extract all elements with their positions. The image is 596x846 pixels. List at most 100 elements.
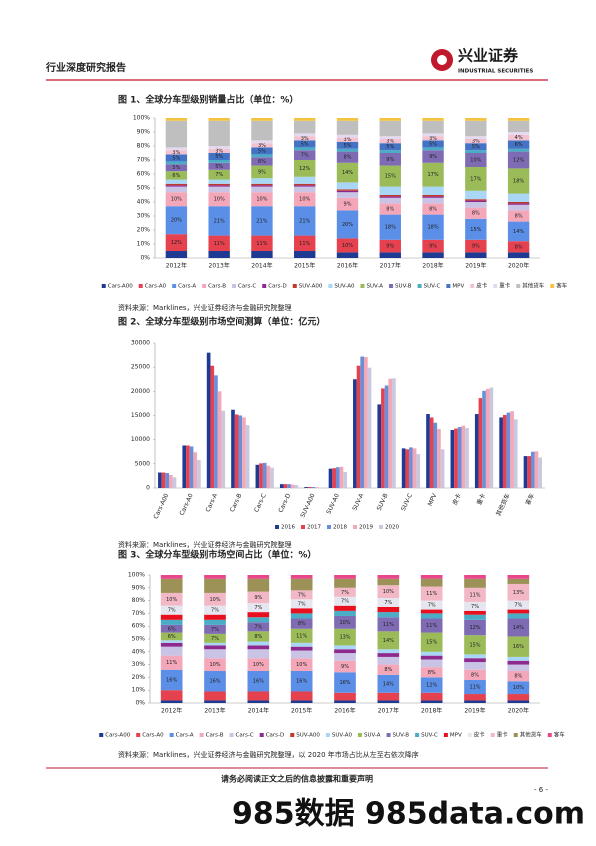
legend-swatch [446,284,450,288]
bar-segment [204,579,226,593]
bar-segment [421,613,443,618]
legend-swatch [136,733,140,737]
y-tick-label: 25000 [131,364,150,371]
x-tick-label: Cars-C [253,493,268,514]
bar [531,452,535,488]
bar-segment [161,643,183,647]
legend-label: Cars-D [268,284,287,290]
value-label: 9% [341,664,349,670]
legend-label: SUV-C [421,733,438,739]
bar [413,448,417,488]
bar-segment [378,653,400,657]
page-number: - 6 - [534,786,548,794]
legend-swatch [200,733,204,737]
bar [462,426,466,488]
x-tick-label: SUV-A00 [299,492,316,518]
bar-segment [166,187,187,193]
bar [312,487,316,488]
bar [287,484,291,488]
value-label: 18% [427,225,438,231]
bar [173,477,177,488]
bar-segment [161,700,183,703]
bar-segment [464,615,486,620]
bar-segment [380,252,401,258]
bar-segment [421,579,443,587]
y-tick-label: 40% [132,648,146,655]
value-label: 10% [383,589,394,595]
bar-segment [337,189,358,190]
value-label: 5% [215,164,223,170]
bar [210,366,214,488]
bar [162,473,166,488]
bar-segment [508,121,529,132]
legend-label: 皮卡 [476,282,488,290]
bar [368,368,372,488]
value-label: 3% [215,148,223,154]
bar-segment [204,643,226,646]
value-label: 9% [254,595,262,601]
bar-segment [464,700,486,703]
value-label: 11% [256,241,267,247]
legend-swatch [170,733,174,737]
value-label: 14% [513,625,524,631]
value-label: 6% [168,634,176,640]
bar [392,378,396,488]
legend-label: Cars-C [238,284,256,290]
legend-swatch [358,733,362,737]
value-label: 10% [256,197,267,203]
bar [291,485,295,488]
legend-swatch [468,733,472,737]
bar-segment [337,252,358,258]
bar-segment [421,575,443,579]
legend-label: 重卡 [497,731,509,739]
value-label: 17% [427,172,438,178]
bar-segment [421,610,443,614]
bar-segment [166,147,187,150]
legend-label: 2019 [359,525,373,531]
bar-segment [204,615,226,620]
value-label: 9% [386,157,394,163]
y-tick-label: 10000 [131,436,150,443]
value-label: 9% [386,244,394,250]
legend-label: SUV-A0 [332,733,353,739]
bar [377,404,381,488]
legend-label: Cars-B [206,733,224,739]
bar [465,428,469,488]
chart-title: 图 1、全球分车型级别销量占比（单位：%） [118,94,298,106]
bar-segment [294,133,315,136]
legend-label: 其他货车 [520,731,543,739]
value-label: 14% [383,681,394,687]
bar-segment [334,606,356,611]
bar-segment [508,149,529,152]
bar-segment [161,575,183,579]
x-tick-label: Cars-A [204,492,219,514]
bar-segment [337,149,358,152]
value-label: 12% [426,683,437,689]
x-tick-label: 2017年 [380,262,401,270]
legend-swatch [550,284,554,288]
bar-segment [248,612,270,617]
bar-segment [161,647,183,656]
bar-segment [248,700,270,703]
value-label: 10% [253,662,264,668]
bar-segment [464,694,486,700]
bar [451,430,455,488]
y-tick-label: 20% [137,227,151,234]
y-tick-label: 70% [137,157,151,164]
bar-segment [291,613,313,618]
y-tick-label: 20000 [131,388,150,395]
value-label: 8% [429,207,437,213]
value-label: 5% [301,141,309,147]
legend-swatch [262,284,266,288]
bar-segment [380,118,401,121]
legend-label: 2017 [307,525,321,531]
x-tick-label: Cars-A00 [153,492,171,520]
value-label: 10% [299,197,310,203]
legend-label: Cars-A00 [105,733,130,739]
bar-segment [204,645,226,649]
bar-segment [161,620,183,625]
value-label: 4% [515,135,523,141]
bar-segment [465,191,486,199]
bar [416,454,420,488]
